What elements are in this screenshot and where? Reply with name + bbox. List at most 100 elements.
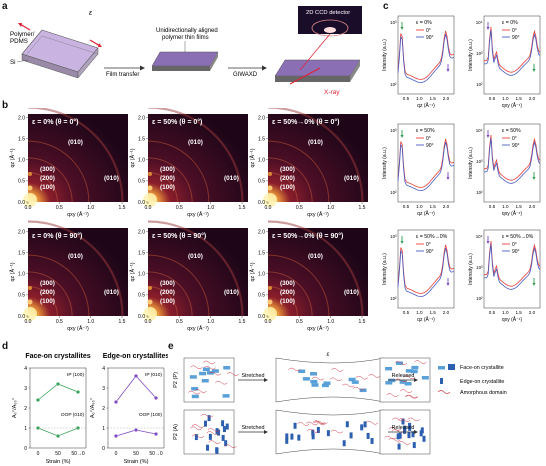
map-ylabel: qz (Å⁻¹) bbox=[249, 262, 256, 281]
profile-xtick: 1.0 bbox=[502, 310, 509, 315]
profile-xtick: 2.0 bbox=[443, 204, 450, 209]
series-90deg bbox=[483, 138, 541, 184]
map-xtick: 0.5 bbox=[176, 205, 183, 211]
map-ytick: 0.0 bbox=[18, 314, 25, 320]
profile-plot: ε = 50% 0°90° 0.5 1.0 1.5 2.0 10⁴ 10³ 10² qxy (Å⁻… bbox=[468, 123, 541, 217]
peak-label: (010) bbox=[224, 175, 239, 182]
profile-xlabel: qxy (Å⁻¹) bbox=[502, 316, 522, 323]
peak-label: (200) bbox=[280, 289, 295, 296]
giwaxd-map-5: ε = 50%→0% (θ = 90°) (010) (300) (200) (100)… bbox=[249, 220, 368, 332]
map-xtick: 1.0 bbox=[87, 319, 94, 325]
ratio-point bbox=[36, 398, 40, 402]
legend-90deg: 90° bbox=[512, 249, 520, 255]
map-ytick: 1.0 bbox=[138, 158, 145, 164]
panel-label-a: a bbox=[2, 1, 8, 12]
peak-label: (010) bbox=[188, 253, 203, 260]
map-title: ε = 0% (θ = 0°) bbox=[32, 118, 78, 126]
map-xtick: 0.5 bbox=[56, 319, 63, 325]
peak-label: (100) bbox=[160, 298, 175, 305]
label-polymer: Polymer/ bbox=[10, 31, 35, 38]
profile-ytick: 10³ bbox=[476, 159, 483, 164]
map-title: ε = 50%→0% (θ = 90°) bbox=[272, 232, 343, 240]
profile-ytick: 10² bbox=[476, 296, 483, 301]
profile-ytick: 10² bbox=[476, 82, 483, 87]
profile-label: ε = 0% bbox=[502, 20, 518, 26]
label-pdms: PDMS bbox=[10, 38, 28, 45]
profile-ylabel: Intensity (a.u.) bbox=[382, 147, 388, 179]
series-90deg bbox=[397, 141, 455, 191]
ratio-ytick: 1 bbox=[102, 426, 105, 432]
peak-label: (200) bbox=[280, 175, 295, 182]
profile-ytick: 10⁴ bbox=[476, 20, 483, 25]
legend-90deg: 90° bbox=[512, 35, 520, 41]
profile-plot: ε = 0% 0°90° 0.5 1.0 1.5 2.0 10³ 10² qz (Å⁻¹) Int… bbox=[382, 15, 455, 109]
profile-plot: ε = 50%→0% 0°90° 0.5 1.0 1.5 2.0 10⁴ 10³ 10² qxy … bbox=[468, 229, 541, 323]
ratio-point bbox=[56, 434, 60, 438]
series-0deg bbox=[397, 30, 455, 80]
map-xtick: 0.5 bbox=[296, 205, 303, 211]
profile-xlabel: qxy (Å⁻¹) bbox=[502, 210, 522, 217]
ratio-series-label: IP (100) bbox=[67, 372, 84, 378]
peak-label: (300) bbox=[280, 280, 295, 287]
peak-label: (010) bbox=[104, 289, 119, 296]
map-xtick: 0.0 bbox=[145, 319, 152, 325]
panel-label-c: c bbox=[383, 1, 389, 12]
profile-xtick: 1.5 bbox=[515, 310, 522, 315]
profile-xtick: 2.0 bbox=[529, 310, 536, 315]
profile-ylabel: Intensity (a.u.) bbox=[468, 147, 474, 179]
map-title: ε = 0% (θ = 90°) bbox=[32, 232, 82, 240]
morph-legend: Face-on crystallite Edge-on crystallite Am… bbox=[437, 364, 507, 396]
profile-ytick: 10² bbox=[390, 190, 397, 195]
peak-label: (300) bbox=[40, 166, 55, 173]
label-aligned-2: polymer thin films bbox=[162, 35, 209, 41]
map-ylabel: qz (Å⁻¹) bbox=[9, 262, 16, 281]
map-title: ε = 50% (θ = 0°) bbox=[152, 118, 202, 126]
map-ytick: 1.5 bbox=[138, 250, 145, 256]
ratio-series-label: OOP (010) bbox=[61, 412, 85, 418]
map-ytick: 1.5 bbox=[18, 136, 25, 142]
legend-amorphous: Amorphous domain bbox=[460, 390, 507, 396]
morph-row-label: P2 (P) bbox=[173, 372, 179, 388]
profile-xtick: 2.0 bbox=[529, 96, 536, 101]
profile-label: ε = 50% bbox=[416, 128, 435, 134]
profile-xtick: 1.0 bbox=[416, 96, 423, 101]
map-title: ε = 50%→0% (θ = 0°) bbox=[272, 118, 340, 126]
profile-ytick: 10² bbox=[390, 296, 397, 301]
label-detector: 2D CCD detector bbox=[306, 10, 350, 16]
profile-xlabel: qxy (Å⁻¹) bbox=[502, 102, 522, 109]
profile-ytick: 10² bbox=[476, 190, 483, 195]
morph-epsilon: ε bbox=[327, 352, 330, 358]
map-ytick: 0.5 bbox=[18, 179, 25, 185]
ratio-point bbox=[134, 374, 138, 378]
peak-label: (100) bbox=[160, 184, 175, 191]
profile-ytick: 10² bbox=[390, 82, 397, 87]
morph-arrow-label: Released bbox=[392, 425, 415, 431]
map-xlabel: qxy (Å⁻¹) bbox=[67, 211, 89, 218]
ratio-point bbox=[56, 382, 60, 386]
map-ytick: 1.0 bbox=[18, 158, 25, 164]
ratio-xtick: 50 bbox=[133, 451, 139, 457]
peak-label: (010) bbox=[224, 289, 239, 296]
ratio-ylabel: A₀°/A₉₀° bbox=[12, 398, 18, 418]
map-xtick: 1.5 bbox=[239, 319, 246, 325]
map-ytick: 1.5 bbox=[258, 136, 265, 142]
map-xtick: 1.0 bbox=[207, 205, 214, 211]
map-ytick: 2.0 bbox=[18, 229, 25, 235]
schematic-panel: Polymer/ PDMS Si ε Film transfer Unidire… bbox=[10, 6, 362, 96]
map-xtick: 1.5 bbox=[359, 205, 366, 211]
profile-label: ε = 50%→0% bbox=[502, 234, 534, 240]
profile-xtick: 1.5 bbox=[429, 96, 436, 101]
ratio-xtick: 0 bbox=[115, 451, 118, 457]
map-ylabel: qz (Å⁻¹) bbox=[129, 262, 136, 281]
profile-ytick: 10³ bbox=[476, 51, 483, 56]
peak-label: (300) bbox=[280, 166, 295, 173]
peak-label: (200) bbox=[160, 175, 175, 182]
legend-90deg: 90° bbox=[426, 249, 434, 255]
ratio-ytick: 2 bbox=[24, 406, 27, 412]
legend-90deg: 90° bbox=[426, 35, 434, 41]
map-ytick: 0.5 bbox=[18, 293, 25, 299]
label-film-transfer: Film transfer bbox=[106, 72, 139, 78]
ratio-ytick: 2 bbox=[102, 406, 105, 412]
xray-beam bbox=[289, 67, 321, 85]
